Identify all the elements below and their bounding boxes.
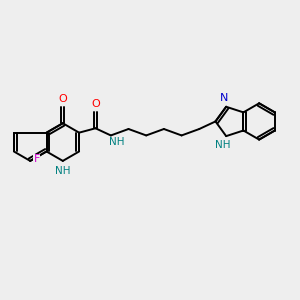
Text: NH: NH	[109, 137, 124, 147]
Text: NH: NH	[55, 166, 70, 176]
Text: F: F	[33, 154, 40, 164]
Text: N: N	[220, 93, 228, 103]
Text: O: O	[58, 94, 67, 104]
Text: O: O	[91, 99, 100, 110]
Text: NH: NH	[215, 140, 231, 150]
